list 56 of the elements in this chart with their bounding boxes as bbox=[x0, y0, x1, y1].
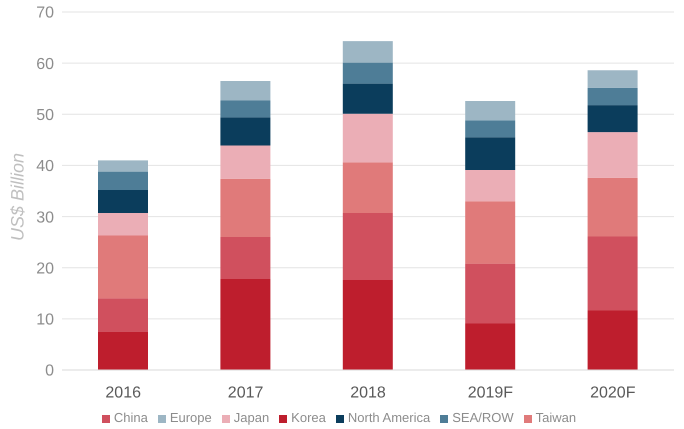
y-axis-title: US$ Billion bbox=[7, 152, 28, 241]
bar bbox=[588, 70, 638, 88]
bar bbox=[342, 212, 393, 280]
bar bbox=[220, 178, 270, 238]
bar bbox=[98, 212, 148, 236]
y-tick-label: 70 bbox=[36, 4, 54, 22]
bar bbox=[588, 105, 638, 132]
bar bbox=[342, 41, 393, 63]
bar bbox=[465, 100, 516, 120]
y-tick-label: 50 bbox=[36, 106, 54, 124]
y-tick-label: 20 bbox=[36, 260, 54, 278]
bar bbox=[98, 298, 148, 332]
bar bbox=[98, 172, 148, 190]
legend-label: Korea bbox=[291, 410, 326, 425]
bar bbox=[465, 323, 516, 370]
bar bbox=[465, 120, 516, 138]
bar bbox=[342, 62, 393, 84]
y-tick-label: 30 bbox=[36, 209, 54, 226]
legend-label: SEA/ROW bbox=[452, 410, 514, 425]
y-tick-label: 0 bbox=[45, 362, 54, 380]
bar bbox=[465, 170, 516, 202]
bar bbox=[220, 237, 270, 279]
legend-label: North America bbox=[348, 410, 430, 425]
bar bbox=[342, 280, 393, 370]
bar bbox=[220, 100, 270, 118]
bar bbox=[98, 235, 148, 298]
bar bbox=[98, 190, 148, 213]
bar bbox=[465, 201, 516, 264]
legend-label: Japan bbox=[234, 410, 270, 425]
bar bbox=[465, 264, 516, 324]
bar bbox=[220, 145, 270, 179]
y-tick-label: 40 bbox=[36, 158, 54, 176]
x-tick-label: 2020F bbox=[590, 384, 636, 402]
legend-label: China bbox=[114, 410, 148, 425]
bar bbox=[588, 236, 638, 310]
x-tick-label: 2016 bbox=[105, 384, 142, 402]
bar bbox=[220, 278, 270, 370]
bar bbox=[465, 137, 516, 170]
bar bbox=[588, 88, 638, 106]
bar bbox=[342, 162, 393, 213]
bar bbox=[588, 132, 638, 178]
bar bbox=[342, 114, 393, 162]
bar bbox=[220, 81, 270, 100]
bar bbox=[98, 332, 148, 370]
y-tick-label: 60 bbox=[36, 56, 54, 73]
x-tick-label: 2018 bbox=[350, 384, 386, 402]
bar bbox=[588, 310, 638, 370]
bar bbox=[220, 117, 270, 146]
bar bbox=[342, 84, 393, 114]
legend-label: Taiwan bbox=[536, 410, 576, 425]
x-tick-label: 2017 bbox=[228, 384, 264, 402]
bar bbox=[98, 160, 148, 172]
x-tick-label: 2019F bbox=[468, 384, 514, 402]
y-tick-label: 10 bbox=[36, 312, 54, 329]
legend-label: Europe bbox=[170, 410, 212, 425]
bar bbox=[588, 178, 638, 237]
